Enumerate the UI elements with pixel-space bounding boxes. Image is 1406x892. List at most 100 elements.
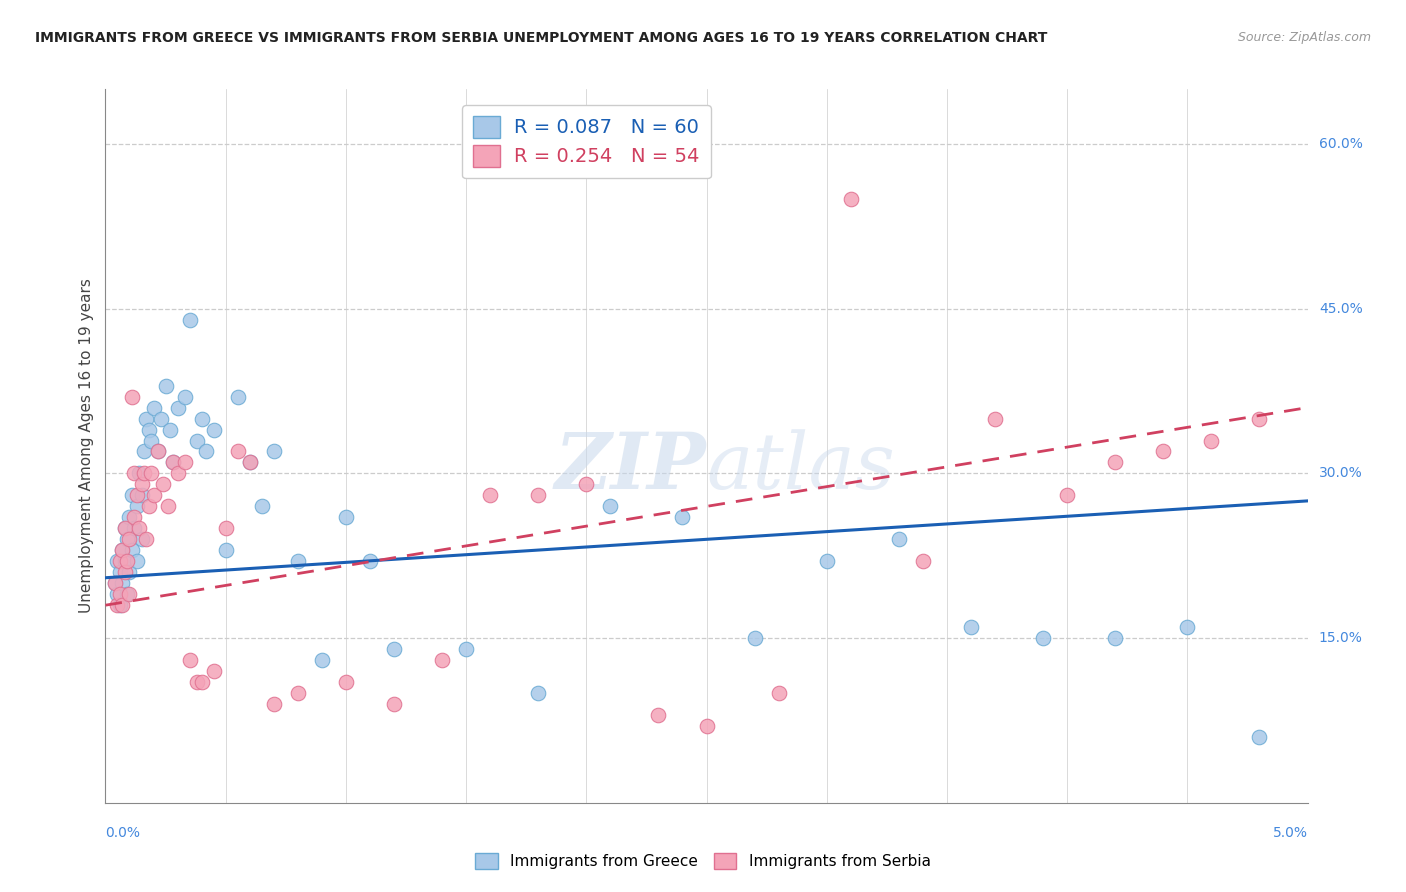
Point <box>190 411 212 425</box>
Point <box>128 467 150 481</box>
Legend: R = 0.087   N = 60, R = 0.254   N = 54: R = 0.087 N = 60, R = 0.254 N = 54 <box>463 105 710 178</box>
Point <box>135 533 157 547</box>
Y-axis label: Unemployment Among Ages 16 to 19 years: Unemployment Among Ages 16 to 19 years <box>79 278 94 614</box>
Point <box>124 521 146 535</box>
Point <box>202 423 225 437</box>
Point <box>239 455 262 469</box>
Point <box>139 467 162 481</box>
Point <box>226 390 249 404</box>
Point <box>226 444 249 458</box>
Point <box>152 477 174 491</box>
Point <box>114 521 136 535</box>
Point <box>190 675 212 690</box>
Point <box>114 566 136 580</box>
Text: atlas: atlas <box>707 429 896 506</box>
Point <box>599 500 621 514</box>
Point <box>1056 488 1078 502</box>
Point <box>287 686 309 700</box>
Text: 15.0%: 15.0% <box>1319 632 1362 645</box>
Point <box>195 444 218 458</box>
Point <box>887 533 910 547</box>
Point <box>671 510 693 524</box>
Point <box>107 598 129 612</box>
Point <box>527 488 550 502</box>
Point <box>239 455 262 469</box>
Point <box>960 620 983 634</box>
Point <box>142 488 165 502</box>
Point <box>108 554 131 568</box>
Point <box>121 390 143 404</box>
Point <box>124 467 146 481</box>
Point <box>1201 434 1223 448</box>
Point <box>124 510 146 524</box>
Point <box>179 653 201 667</box>
Point <box>107 587 129 601</box>
Point <box>162 455 184 469</box>
Point <box>166 401 188 415</box>
Point <box>111 543 134 558</box>
Point <box>156 500 179 514</box>
Point <box>166 467 188 481</box>
Point <box>108 587 131 601</box>
Point <box>186 434 208 448</box>
Point <box>335 510 357 524</box>
Point <box>335 675 357 690</box>
Point <box>1104 631 1126 645</box>
Point <box>173 455 195 469</box>
Point <box>125 488 148 502</box>
Point <box>114 521 136 535</box>
Point <box>815 554 838 568</box>
Point <box>108 598 131 612</box>
Point <box>108 566 131 580</box>
Point <box>527 686 550 700</box>
Point <box>155 378 177 392</box>
Point <box>148 444 170 458</box>
Point <box>121 488 143 502</box>
Point <box>179 312 201 326</box>
Legend: Immigrants from Greece, Immigrants from Serbia: Immigrants from Greece, Immigrants from … <box>470 847 936 875</box>
Point <box>382 697 405 711</box>
Point <box>311 653 333 667</box>
Point <box>148 444 170 458</box>
Text: 60.0%: 60.0% <box>1319 137 1362 151</box>
Point <box>149 411 172 425</box>
Point <box>132 444 155 458</box>
Point <box>118 566 141 580</box>
Point <box>456 642 478 657</box>
Point <box>263 697 285 711</box>
Text: 45.0%: 45.0% <box>1319 301 1362 316</box>
Point <box>115 533 138 547</box>
Point <box>128 521 150 535</box>
Point <box>186 675 208 690</box>
Point <box>263 444 285 458</box>
Point <box>104 576 127 591</box>
Point <box>111 598 134 612</box>
Point <box>1152 444 1174 458</box>
Point <box>768 686 790 700</box>
Point <box>250 500 273 514</box>
Point <box>131 477 153 491</box>
Point <box>1104 455 1126 469</box>
Point <box>214 521 236 535</box>
Point <box>131 533 153 547</box>
Point <box>479 488 502 502</box>
Point <box>214 543 236 558</box>
Text: ZIP: ZIP <box>555 429 707 506</box>
Point <box>107 554 129 568</box>
Point <box>159 423 181 437</box>
Point <box>984 411 1007 425</box>
Text: Source: ZipAtlas.com: Source: ZipAtlas.com <box>1237 31 1371 45</box>
Point <box>1249 411 1271 425</box>
Point <box>125 554 148 568</box>
Point <box>744 631 766 645</box>
Point <box>430 653 453 667</box>
Point <box>121 543 143 558</box>
Point <box>114 554 136 568</box>
Point <box>125 500 148 514</box>
Point <box>118 533 141 547</box>
Point <box>359 554 381 568</box>
Point <box>118 587 141 601</box>
Point <box>287 554 309 568</box>
Point <box>138 423 160 437</box>
Point <box>115 587 138 601</box>
